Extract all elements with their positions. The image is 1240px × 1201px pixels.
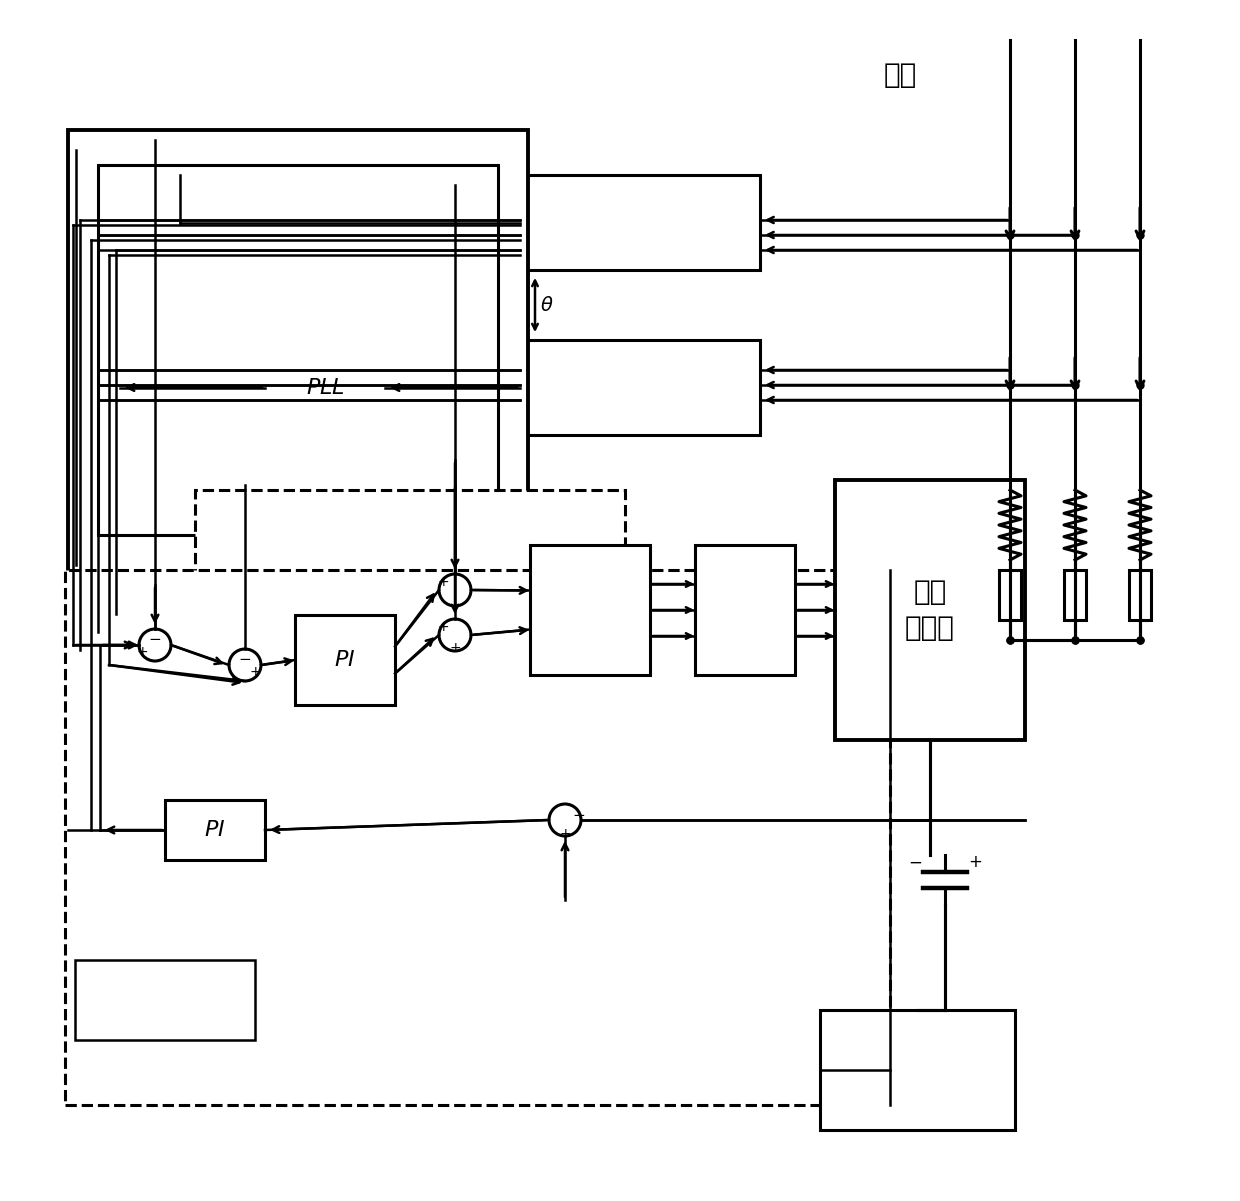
Text: $+$: $+$ [436, 575, 449, 588]
Bar [520, 175, 760, 270]
Bar [68, 130, 528, 575]
Bar [295, 615, 396, 705]
Bar [195, 490, 625, 685]
Circle shape [139, 629, 171, 661]
Text: $+$: $+$ [968, 853, 982, 871]
Bar [98, 165, 498, 534]
Text: $PI$: $PI$ [335, 650, 356, 670]
Bar [1128, 570, 1151, 620]
Circle shape [439, 619, 471, 651]
Bar [999, 570, 1021, 620]
Bar [265, 355, 384, 420]
Text: $+$: $+$ [436, 620, 449, 634]
Text: 网侧: 网侧 [914, 578, 946, 607]
Text: $\theta$: $\theta$ [541, 295, 554, 315]
Bar [529, 545, 650, 675]
Text: 变换器: 变换器 [905, 614, 955, 643]
Text: $PI$: $PI$ [205, 820, 226, 839]
Bar [74, 960, 255, 1040]
Bar [64, 570, 890, 1105]
Bar [820, 1010, 1016, 1130]
Text: $-$: $-$ [149, 629, 161, 645]
Bar [694, 545, 795, 675]
Text: $-$: $-$ [908, 853, 923, 871]
Text: $-$: $-$ [238, 650, 252, 664]
Text: $+$: $+$ [559, 827, 572, 841]
Text: 电网: 电网 [883, 61, 916, 89]
Bar [165, 800, 265, 860]
Text: $+$: $+$ [136, 645, 148, 659]
Text: $+$: $+$ [249, 665, 262, 679]
Circle shape [229, 649, 260, 681]
Bar [1064, 570, 1086, 620]
Bar [835, 480, 1025, 740]
Text: $-$: $-$ [573, 807, 585, 821]
Text: $+$: $+$ [449, 641, 461, 655]
Text: $PLL$: $PLL$ [305, 377, 345, 398]
Circle shape [439, 574, 471, 607]
Bar [520, 340, 760, 435]
Circle shape [549, 803, 582, 836]
